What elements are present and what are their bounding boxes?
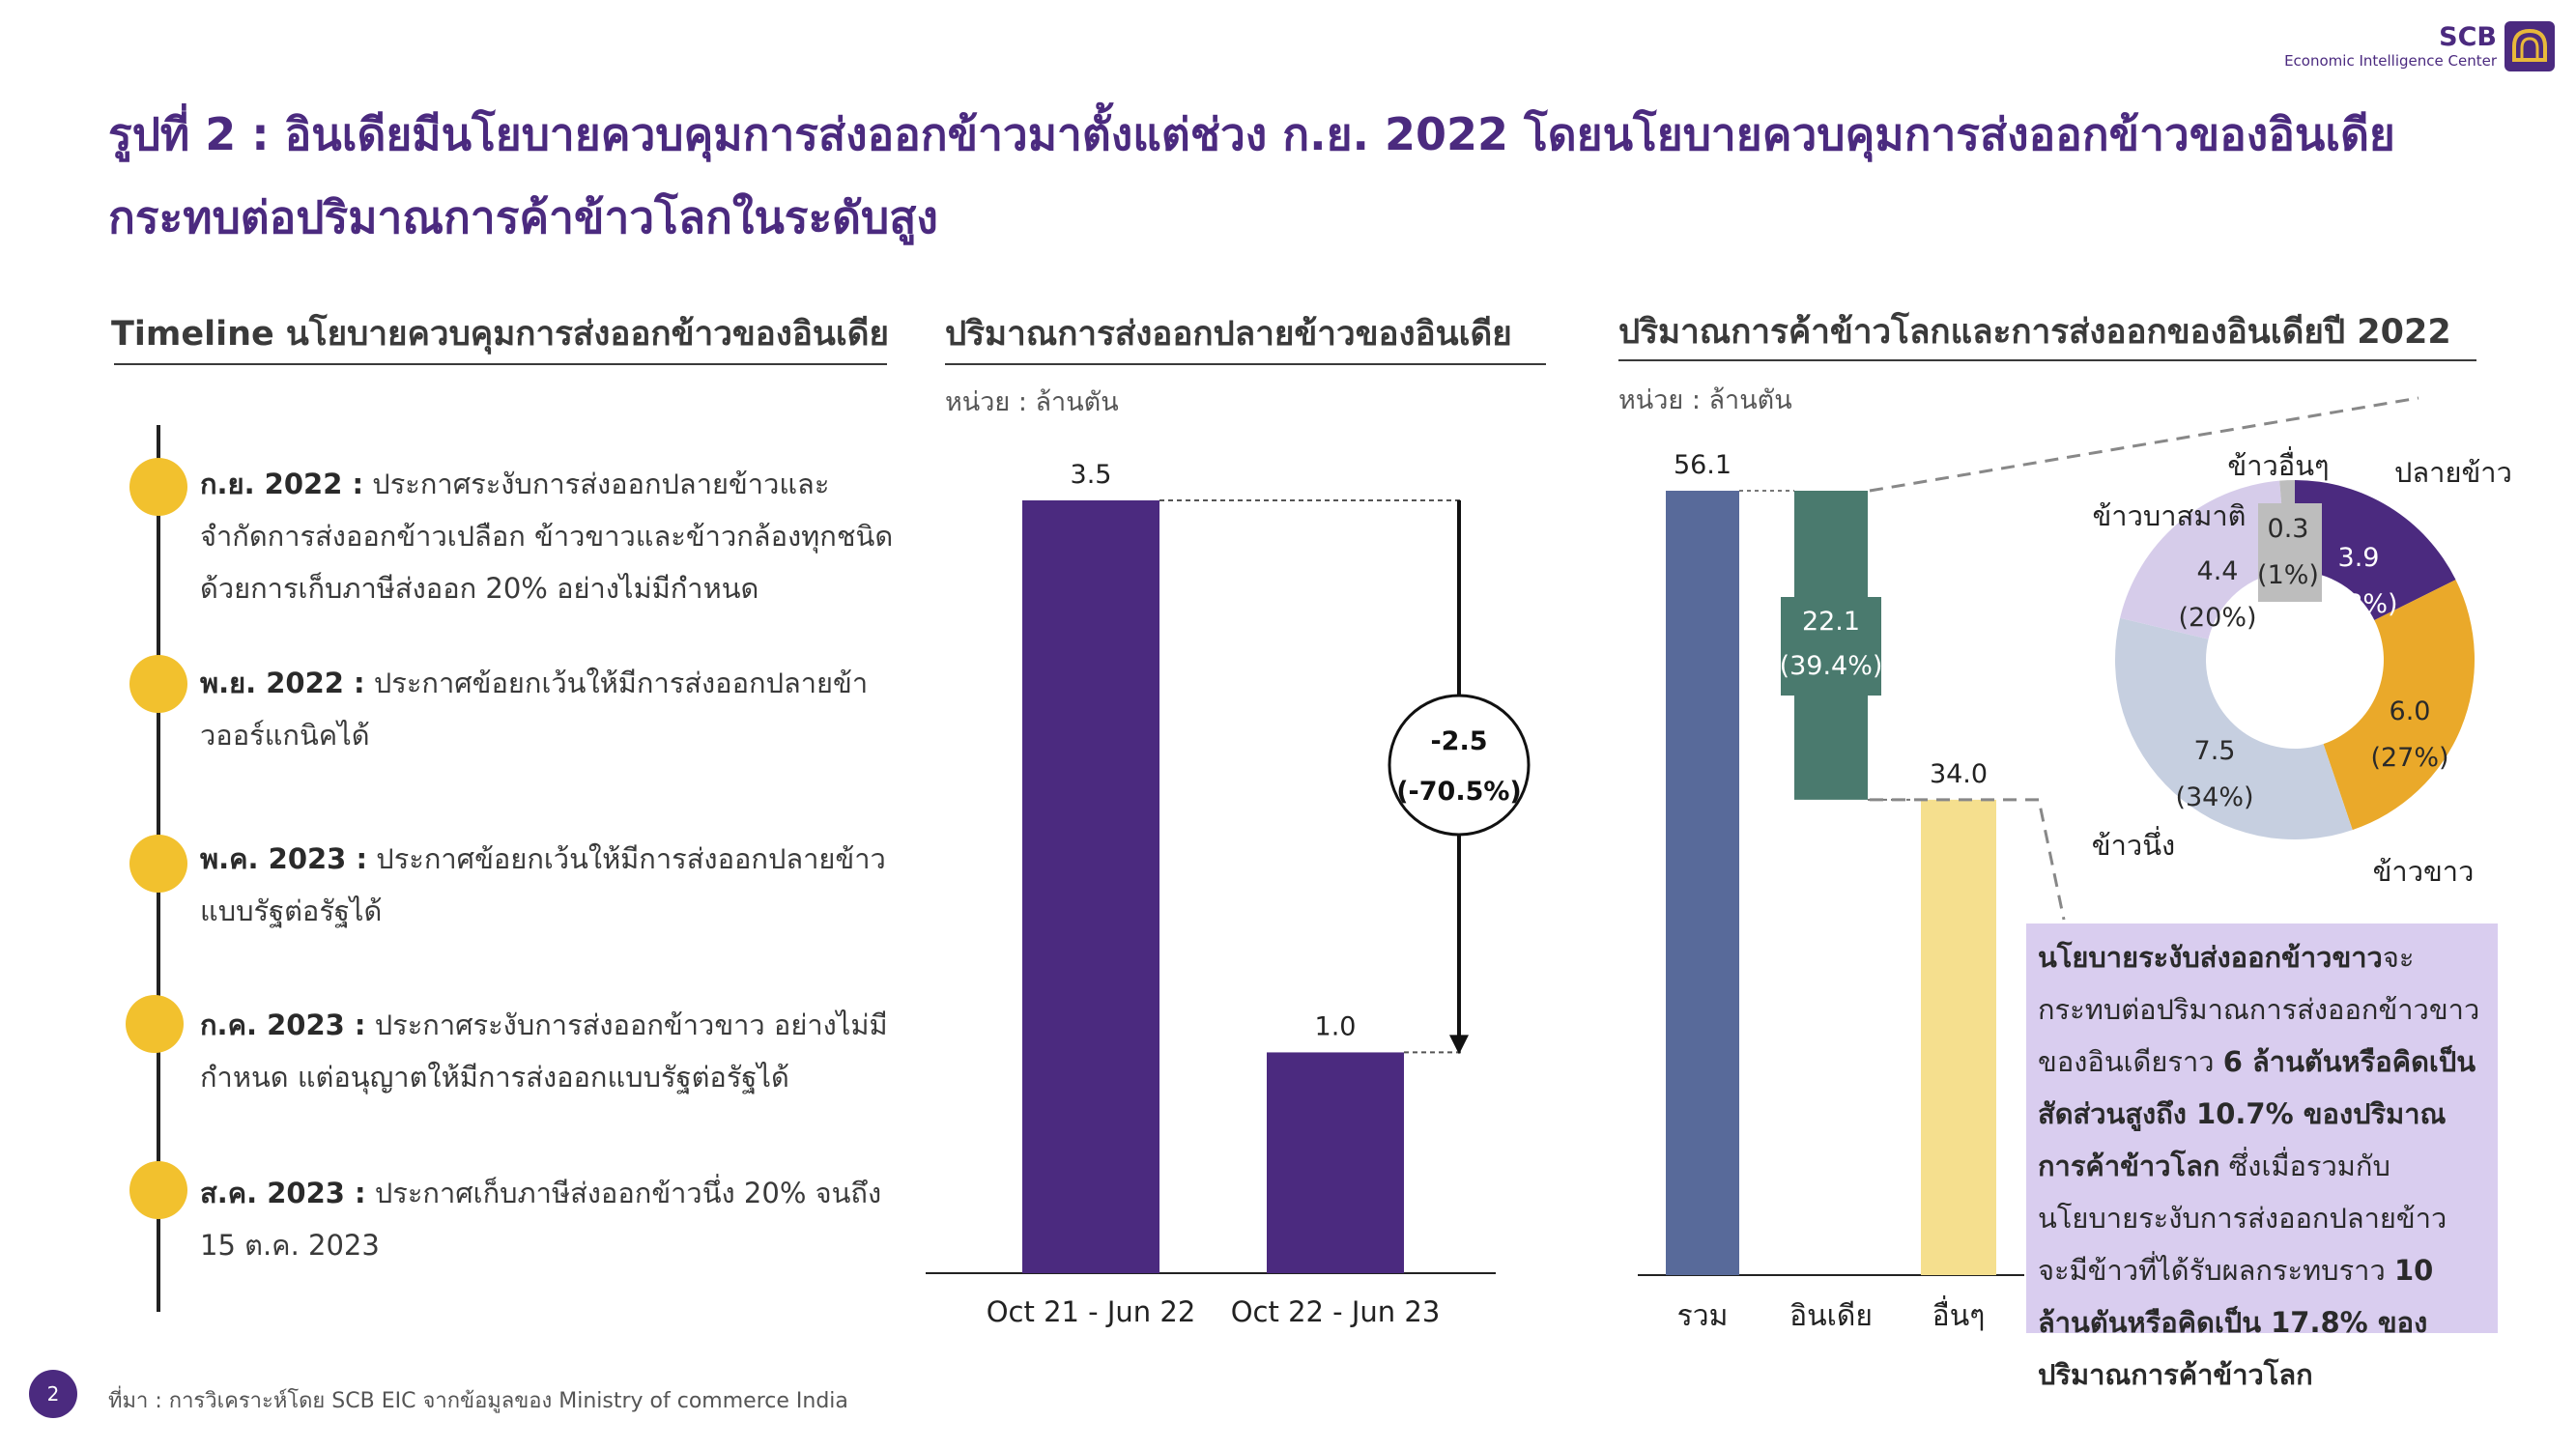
donut-slice <box>2120 480 2288 639</box>
chart1-title-rule <box>945 363 1546 365</box>
donut-slice <box>2323 580 2476 831</box>
timeline-event: ก.ค. 2023 : ประกาศระงับการส่งออกข้าวขาว … <box>200 999 896 1103</box>
donut-category-label: ข้าวนึ่ง <box>2092 826 2175 862</box>
chart1-value-label: 1.0 <box>1315 1011 1357 1041</box>
chart2-category-label: รวม <box>1677 1299 1729 1333</box>
chart2-unit: หน่วย : ล้านตัน <box>1618 385 1792 415</box>
callout-bold-2: 6 ล้านตันหรือคิดเป็นสัดส่วนสูงถึง 10.7% … <box>2038 1045 2476 1182</box>
timeline-event-date: ก.ค. 2023 : <box>200 1009 366 1041</box>
timeline-event-text: ประกาศระงับการส่งออกปลายข้าวและจำกัดการส… <box>200 468 894 605</box>
timeline-event: พ.ย. 2022 : ประกาศข้อยกเว้นให้มีการส่งออ… <box>200 657 896 761</box>
timeline-event-date: พ.ค. 2023 : <box>200 842 368 875</box>
source-note: ที่มา : การวิเคราะห์โดย SCB EIC จากข้อมู… <box>108 1389 848 1413</box>
timeline-event-date: ส.ค. 2023 : <box>200 1177 366 1209</box>
chart2-india-share-label: (39.4%) <box>1780 651 1883 681</box>
chart1-category-label: Oct 22 - Jun 23 <box>1231 1295 1441 1328</box>
chart1-title: ปริมาณการส่งออกปลายข้าวของอินเดีย <box>945 315 1512 354</box>
donut-value-label: 4.4 <box>2197 556 2239 586</box>
callout-bold-1: นโยบายระงับส่งออกข้าวขาว <box>2038 941 2383 974</box>
timeline-heading: Timeline นโยบายควบคุมการส่งออกข้าวของอิน… <box>111 315 890 354</box>
chart2-title-rule <box>1618 359 2476 361</box>
chart2-value-label: 56.1 <box>1674 450 1732 480</box>
timeline-event: ก.ย. 2022 : ประกาศระงับการส่งออกปลายข้าว… <box>200 458 896 614</box>
page-number-badge: 2 <box>29 1370 77 1418</box>
donut-value-label: 0.3 <box>2268 514 2309 544</box>
logo-name: SCB <box>2439 22 2497 52</box>
donut-slice <box>2115 617 2353 840</box>
donut-percent-label: (34%) <box>2175 782 2253 812</box>
callout-text-2: ซึ่งเมื่อรวมกับนโยบายระงับการส่งออกปลายข… <box>2038 1150 2447 1287</box>
chart1-change-arrowhead <box>1449 1035 1469 1055</box>
chart1-change-percent: (-70.5%) <box>1396 777 1522 807</box>
callout-bold-3: 10 ล้านตันหรือคิดเป็น 17.8% ของปริมาณการ… <box>2038 1254 2434 1391</box>
chart1-value-label: 3.5 <box>1071 460 1112 490</box>
donut-category-label: ข้าวขาว <box>2373 855 2475 888</box>
chart2-bar-total <box>1666 491 1739 1275</box>
timeline-event-text: ประกาศข้อยกเว้นให้มีการส่งออกปลายข้าวออร… <box>200 667 869 752</box>
chart2-india-label-box <box>1781 597 1881 696</box>
donut-percent-label: (1%) <box>2257 560 2319 590</box>
timeline-dot <box>129 835 187 893</box>
callout-text-1: จะกระทบต่อปริมาณการส่งออกข้าวขาวของอินเด… <box>2038 941 2480 1078</box>
chart1-bar <box>1022 500 1159 1273</box>
donut-percent-label: (18%) <box>2319 589 2397 619</box>
chart2-value-label: 22.1 <box>1802 607 1860 637</box>
timeline-event-text: ประกาศระงับการส่งออกข้าวขาว อย่างไม่มีกำ… <box>200 1009 888 1094</box>
timeline-heading-rule <box>114 363 887 365</box>
chart2-title: ปริมาณการค้าข้าวโลกและการส่งออกของอินเดี… <box>1618 313 2451 352</box>
logo: SCB Economic Intelligence Center <box>2284 22 2497 71</box>
chart1-unit: หน่วย : ล้านตัน <box>945 387 1119 417</box>
chart1-category-label: Oct 21 - Jun 22 <box>987 1295 1196 1328</box>
timeline-event: ส.ค. 2023 : ประกาศเก็บภาษีส่งออกข้าวนึ่ง… <box>200 1167 896 1271</box>
timeline-dot <box>129 655 187 713</box>
timeline-event-text: ประกาศเก็บภาษีส่งออกข้าวนึ่ง 20% จนถึง 1… <box>200 1177 882 1262</box>
timeline-event-text: ประกาศข้อยกเว้นให้มีการส่งออกปลายข้าวแบบ… <box>200 842 886 927</box>
chart1-change-circle <box>1388 694 1531 837</box>
donut-small-slice-label-box <box>2258 503 2322 602</box>
donut-percent-label: (27%) <box>2370 743 2448 773</box>
donut-category-label: ข้าวอื่นๆ <box>2227 446 2329 482</box>
chart2-zoom-line <box>1870 798 2066 921</box>
timeline-event-date: ก.ย. 2022 : <box>200 468 364 500</box>
chart2-bar-others <box>1921 799 1996 1275</box>
donut-value-label: 6.0 <box>2390 696 2431 726</box>
logo-subtitle: Economic Intelligence Center <box>2284 52 2497 70</box>
donut-percent-label: (20%) <box>2178 603 2256 633</box>
donut-slice <box>2295 480 2456 620</box>
timeline-dot <box>129 458 187 516</box>
scb-logo-icon <box>2504 21 2555 71</box>
timeline-dot <box>129 1161 187 1219</box>
chart2-zoom-line <box>1869 396 2419 493</box>
page-title: รูปที่ 2 : อินเดียมีนโยบายควบคุมการส่งออ… <box>108 108 2395 243</box>
donut-value-label: 7.5 <box>2194 736 2236 766</box>
chart2-value-label: 34.0 <box>1930 759 1988 789</box>
donut-category-label: ปลายข้าว <box>2394 456 2512 489</box>
donut-category-label: ข้าวบาสมาติ <box>2092 499 2246 532</box>
chart2-category-label: อื่นๆ <box>1932 1295 1986 1333</box>
chart1-bar <box>1267 1052 1404 1273</box>
impact-callout: นโยบายระงับส่งออกข้าวขาวจะกระทบต่อปริมาณ… <box>2026 923 2498 1391</box>
chart1-change-value: -2.5 <box>1430 726 1487 756</box>
timeline-event-date: พ.ย. 2022 : <box>200 667 365 699</box>
chart2-category-label: อินเดีย <box>1789 1299 1873 1333</box>
timeline-event: พ.ค. 2023 : ประกาศข้อยกเว้นให้มีการส่งออ… <box>200 833 896 937</box>
timeline-dot <box>126 995 184 1053</box>
donut-value-label: 3.9 <box>2338 543 2380 573</box>
